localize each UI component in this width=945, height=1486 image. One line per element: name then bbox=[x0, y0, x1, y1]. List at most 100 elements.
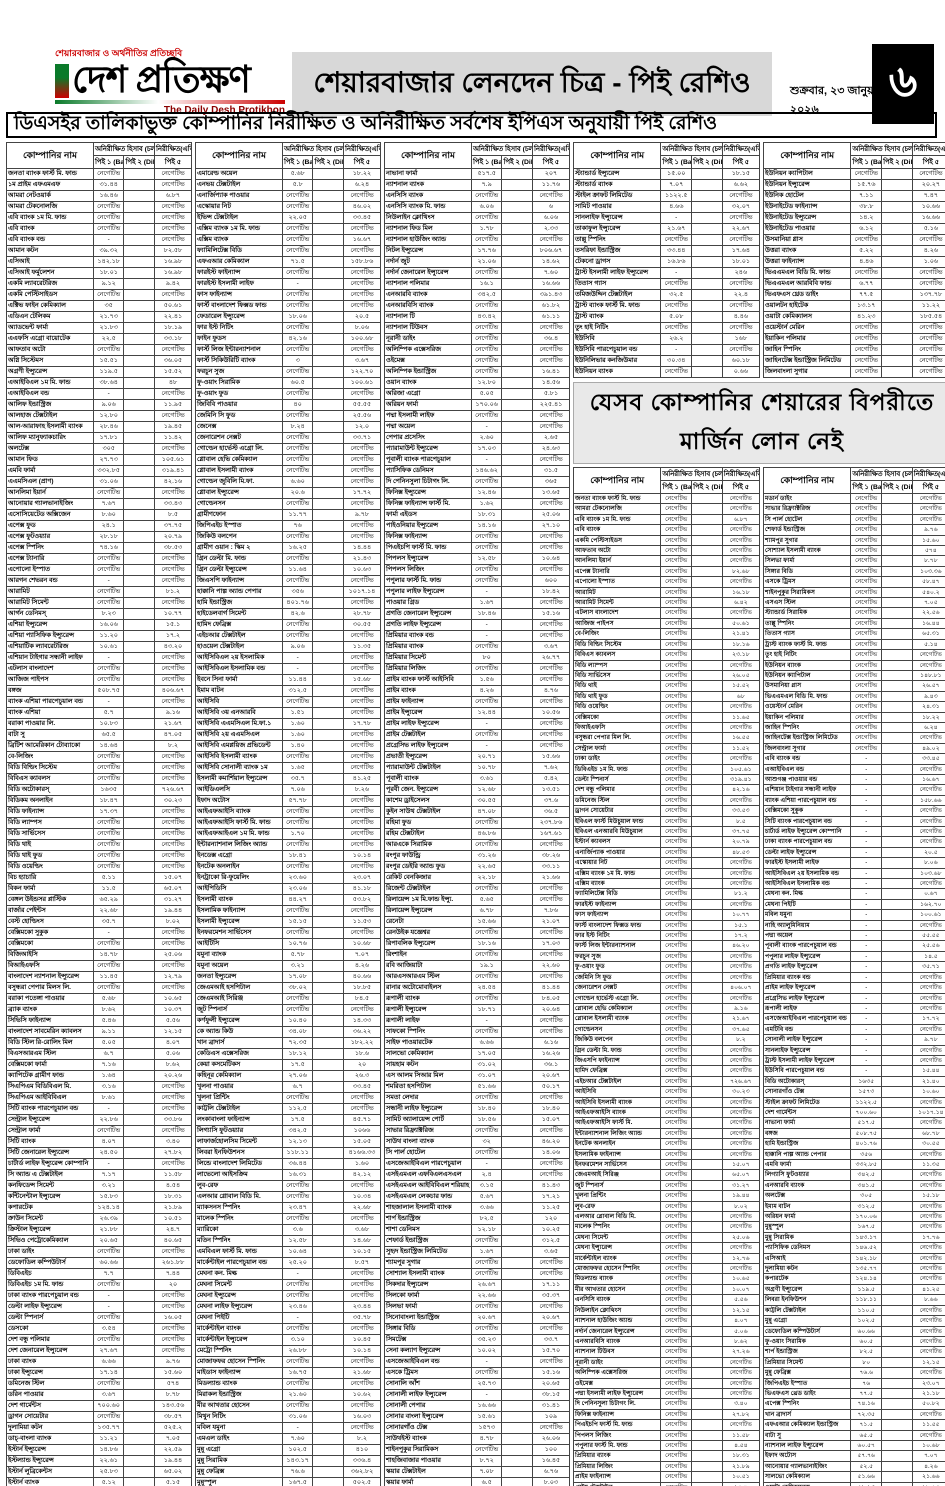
pe1-value: - bbox=[850, 1002, 883, 1015]
table-row: আজিজ পাইপস নেগেটিভ ৫০.৬১ bbox=[572, 617, 761, 630]
pe5-value: ২১.৪০ bbox=[911, 1075, 945, 1088]
pe5-value: নেগেটিভ bbox=[911, 1200, 945, 1213]
pe2-value bbox=[691, 245, 723, 257]
pe5-value: ৬.২৪ bbox=[911, 721, 945, 734]
pe1-value: নেগেটিভ bbox=[850, 355, 883, 367]
pe2-value bbox=[312, 630, 344, 642]
table-row: ট্রাস্ট ব্যাংক ফার্স্ট মি. ফান্ড নেগেটিভ ৫… bbox=[762, 638, 945, 651]
table-row: ইউনাইটেড ইন্স্যুরেন্স ১৪.২ ১৬.৬৬ bbox=[762, 212, 945, 224]
company-name: এএফসি এগ্রো বায়োটেক bbox=[6, 333, 94, 345]
pe1-value: নেগেটিভ bbox=[660, 607, 693, 619]
table-row: রহিম টেক্সটাইল ৪৬.৮৬ ১৬৭.৬১ bbox=[384, 828, 571, 840]
company-name: রহিম টেক্সটাইল bbox=[384, 828, 472, 840]
pe1-value: ৪.৪৬ bbox=[850, 256, 883, 268]
pe1-value: নেগেটিভ bbox=[850, 597, 883, 609]
pe1-value: নেগেটিভ bbox=[470, 267, 503, 279]
pe2-value bbox=[312, 828, 344, 840]
table-row: তিতাস গ্যাস নেগেটিভ ৬৫.৩১ bbox=[762, 628, 945, 640]
pe1-value: ৫.১২ bbox=[92, 1477, 125, 1486]
pe5-value: ১৩.৫১ bbox=[531, 784, 571, 796]
pe2-value bbox=[691, 212, 723, 224]
company-name: রেকিট বেনকিজার bbox=[384, 872, 472, 884]
pe5-value: ২৪.৭ bbox=[721, 1481, 761, 1486]
table-row: এশিয়া প্যাসিফিক ইন্স্যুরেন্স ১১.২০ ১৭.২ bbox=[6, 630, 193, 642]
pe5-value: নেগেটিভ bbox=[342, 927, 382, 939]
pe1-value: - bbox=[470, 619, 503, 631]
table-row: অলিম্পিক এক্সেসরিজ নেগেটিভ নেগেটিভ bbox=[572, 1367, 761, 1379]
pe1-value: ২১.৭৩ bbox=[92, 311, 125, 323]
pe2-value bbox=[123, 1323, 155, 1335]
company-name: প্রাইম ফাইন্যান্স bbox=[572, 1471, 662, 1483]
table-row: ফরচুন সুজ নেগেটিভ নেগেটিভ bbox=[572, 950, 761, 963]
pe1-value: ১১৯.৫ bbox=[850, 1283, 883, 1296]
pe2-value bbox=[881, 355, 913, 367]
table-row: অরিয়ন ফার্মা ১৭০.০৬ ২২৫.৪১ bbox=[384, 399, 571, 411]
pe1-value: নেগেটিভ bbox=[281, 1004, 314, 1016]
pe5-value: নেগেটিভ bbox=[911, 919, 945, 932]
pe2-value bbox=[881, 805, 913, 817]
table-row: মেঘনা সিমেন্ট নেগেটিভ নেগেটিভ bbox=[195, 1279, 382, 1291]
pe1-value: ১৮.৪০ bbox=[470, 1103, 503, 1115]
table-row: লিন্ডে বাংলাদেশ লিমিটেড ৩৬.৪৪ ১.৬০ bbox=[195, 1158, 382, 1170]
pe2-value bbox=[691, 234, 723, 246]
company-name: সিনোবাংলা ইন্ডাস্ট্রিজ bbox=[384, 1312, 472, 1324]
pe5-value: ৪১.২৫ bbox=[911, 1283, 945, 1296]
pe5-value: ৫.৫৬ bbox=[721, 1294, 761, 1306]
pe5-value: ১৭.৬৪ bbox=[721, 245, 761, 257]
pe2-value bbox=[123, 1356, 155, 1368]
pe1-value: - bbox=[92, 575, 125, 587]
pe2-value bbox=[881, 1200, 913, 1213]
col-header-company: কোম্পানির নাম bbox=[572, 467, 662, 494]
pe5-value: ২০ bbox=[153, 1279, 193, 1291]
pe5-value: ৩৩.৪৩ bbox=[153, 498, 193, 510]
pe5-value: ৬.৮৭ bbox=[721, 513, 761, 526]
pe5-value: ১৫.৫২ bbox=[153, 366, 193, 378]
table-row: হাওয়েল টেক্সটাইল ৯.০৬ ১১.৩৫ bbox=[195, 641, 382, 653]
table-row: পপুলার লাইফ ইন্স্যুরেন্স -১৪.৫ bbox=[762, 950, 945, 963]
pe2-value bbox=[312, 564, 344, 576]
company-name: এসজেআইবিএল পারপেচুয়াল বন্ড bbox=[762, 1013, 852, 1025]
pe1-value: ৭.৬০ bbox=[281, 1433, 314, 1445]
table-row: প্রিমিয়ার ব্যাংক বন্ড - নেগেটিভ bbox=[762, 971, 945, 984]
pe5-value: ৩.৬৫ bbox=[531, 1246, 571, 1258]
pe2-value bbox=[691, 168, 723, 180]
pe5-value: নেগেটিভ bbox=[342, 806, 382, 818]
table-row: আইএফআইসি ফার্স্ট মি. ফান্ড নেগেটিভ নেগেটিভ bbox=[195, 817, 382, 829]
pe1-value: নেগেটিভ bbox=[660, 1367, 693, 1379]
company-name: নাভানা ফার্মা bbox=[384, 168, 472, 180]
table-row: এশিয়ান টাইগার সন্ধানী লাইফ - নেগেটিভ bbox=[762, 784, 945, 796]
table-row: অলিম্পিক এক্সেসরিজ নেগেটিভ নেগেটিভ bbox=[384, 344, 571, 356]
company-name: আল-আরাফাহ ইসলামী ব্যাংক bbox=[6, 421, 94, 433]
company-name: রূপালী লাইফ bbox=[384, 1015, 472, 1027]
pe5-value: ১০১৭.১৪ bbox=[342, 586, 382, 598]
company-name: ইউনিক হোটেল bbox=[762, 190, 852, 202]
pe5-value: নেগেটিভ bbox=[342, 575, 382, 587]
company-name: বসুন্ধরা পেপার মিল লি. bbox=[572, 732, 662, 744]
table-row: সিমটেক্স ৩৫.২৩ ৩৩.৭ bbox=[384, 1334, 571, 1346]
company-name: হামিদ ফেব্রিক্স bbox=[572, 1065, 662, 1077]
pe2-value bbox=[312, 861, 344, 873]
pe1-value: নেগেটিভ bbox=[850, 649, 883, 661]
pe2-value bbox=[312, 872, 344, 884]
pe1-value: ৫২.৫ bbox=[850, 1460, 883, 1473]
company-name: মার্কেন্টাইল ব্যাংক bbox=[572, 1252, 662, 1265]
pe5-value: নেগেটিভ bbox=[153, 839, 193, 851]
pe5-value: ৮.৭৮ bbox=[911, 555, 945, 567]
pe2-value bbox=[881, 1419, 913, 1431]
company-name: এনআরবি ব্যাংক bbox=[762, 1179, 852, 1192]
pe2-value bbox=[123, 993, 155, 1005]
pe2-value bbox=[123, 641, 155, 653]
company-name: আইএফআইসি ফার্স্ট মি. bbox=[572, 1117, 662, 1129]
pe5-value: ৩.৬৭ bbox=[531, 641, 571, 653]
pe1-value: - bbox=[92, 388, 125, 400]
company-name: ফিনিক্স ফাইন্যান্স ফার্স্ট মি. bbox=[384, 498, 472, 510]
table-row: ফার্মা এইডস ১৮.৩১ ২৫.০৬ bbox=[384, 509, 571, 521]
company-name: জাহিনটেক্স ইন্ডাস্ট্রিজ লিমিটেড bbox=[762, 732, 852, 744]
pe1-value: নেগেটিভ bbox=[660, 773, 693, 786]
table-row: হাক্কানি পাল্প অ্যান্ড পেপার ৩৫৬ ১০১৭.১৪ bbox=[195, 586, 382, 598]
company-name: খুলনা প্রিন্টিং bbox=[572, 1190, 662, 1202]
company-name: আনলিমা ইয়ার্ন bbox=[572, 555, 662, 567]
table-row: প্রভাতী ইন্স্যুরেন্স ২০.৭১ ১৫.৬৬ bbox=[384, 751, 571, 763]
pe5-value: ১০.১৪ bbox=[342, 850, 382, 862]
pe5-value: নেগেটিভ bbox=[721, 867, 761, 880]
